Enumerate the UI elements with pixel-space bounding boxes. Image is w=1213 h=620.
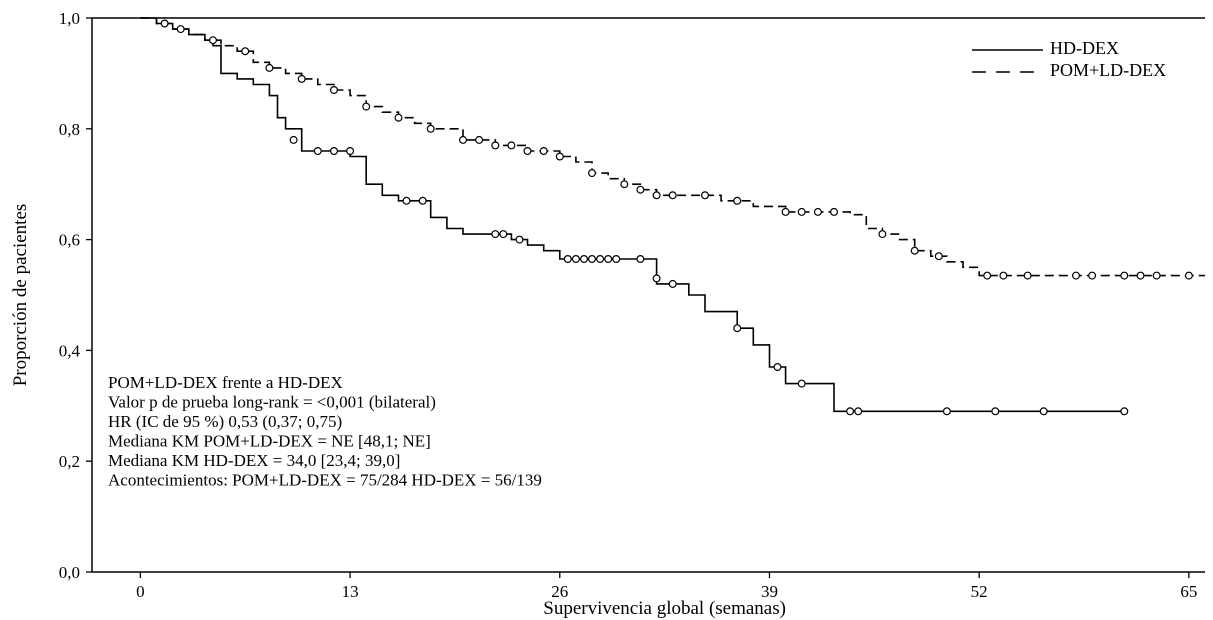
- censor-mark: [991, 407, 1000, 416]
- censor-mark: [733, 324, 742, 333]
- x-tick-label: 52: [971, 582, 988, 601]
- censor-mark: [507, 141, 516, 150]
- y-tick-label: 1,0: [59, 9, 80, 28]
- censor-mark: [346, 147, 355, 156]
- censor-mark: [1152, 271, 1161, 280]
- censor-mark: [910, 246, 919, 255]
- x-tick-label: 65: [1180, 582, 1197, 601]
- censor-mark: [555, 152, 564, 161]
- annotation-line: Valor p de prueba long-rank = <0,001 (bi…: [108, 393, 436, 412]
- censor-mark: [983, 271, 992, 280]
- censor-mark: [813, 207, 822, 216]
- censor-mark: [668, 191, 677, 200]
- censor-mark: [209, 36, 218, 45]
- y-axis-title: Proporción de pacientes: [10, 204, 31, 387]
- censor-mark: [797, 379, 806, 388]
- censor-mark: [781, 207, 790, 216]
- censor-mark: [1023, 271, 1032, 280]
- censor-mark: [418, 196, 427, 205]
- censor-mark: [313, 147, 322, 156]
- censor-mark: [1184, 271, 1193, 280]
- censor-mark: [636, 185, 645, 194]
- censor-mark: [620, 180, 629, 189]
- censor-mark: [596, 255, 605, 264]
- censor-mark: [426, 124, 435, 133]
- censor-mark: [612, 255, 621, 264]
- annotation-line: POM+LD-DEX frente a HD-DEX: [108, 373, 343, 392]
- censor-mark: [402, 196, 411, 205]
- censor-mark: [475, 135, 484, 144]
- x-axis-title: Supervivencia global (semanas): [543, 598, 786, 619]
- censor-mark: [330, 85, 339, 94]
- censor-mark: [1136, 271, 1145, 280]
- censor-mark: [579, 255, 588, 264]
- legend-label: POM+LD-DEX: [1050, 60, 1166, 80]
- censor-mark: [587, 169, 596, 178]
- censor-mark: [241, 47, 250, 56]
- censor-mark: [491, 230, 500, 239]
- y-tick-label: 0,0: [59, 563, 80, 582]
- censor-mark: [1120, 407, 1129, 416]
- x-tick-label: 39: [761, 582, 778, 601]
- series-line-1: [140, 17, 1205, 277]
- annotation-line: Mediana KM HD-DEX = 34,0 [23,4; 39,0]: [108, 451, 400, 470]
- censor-mark: [829, 207, 838, 216]
- censor-mark: [942, 407, 951, 416]
- censor-mark: [999, 271, 1008, 280]
- censor-mark: [604, 255, 613, 264]
- censor-mark: [160, 19, 169, 28]
- censor-mark: [700, 191, 709, 200]
- censor-mark: [571, 255, 580, 264]
- censor-mark: [499, 230, 508, 239]
- censor-mark: [459, 135, 468, 144]
- censor-mark: [362, 102, 371, 111]
- censor-mark: [265, 63, 274, 72]
- legend-label: HD-DEX: [1050, 38, 1119, 58]
- y-tick-label: 0,4: [59, 341, 81, 360]
- censor-mark: [846, 407, 855, 416]
- y-tick-label: 0,2: [59, 452, 80, 471]
- censor-mark: [1120, 271, 1129, 280]
- censor-mark: [297, 74, 306, 83]
- censor-mark: [176, 25, 185, 34]
- censor-mark: [330, 147, 339, 156]
- y-tick-label: 0,8: [59, 120, 80, 139]
- censor-mark: [652, 274, 661, 283]
- censor-mark: [491, 141, 500, 150]
- censor-mark: [797, 207, 806, 216]
- censor-mark: [515, 235, 524, 244]
- annotation-line: HR (IC de 95 %) 0,53 (0,37; 0,75): [108, 412, 342, 431]
- series-line-0: [140, 17, 1125, 413]
- annotation-line: Acontecimientos: POM+LD-DEX = 75/284 HD-…: [108, 471, 542, 490]
- censor-mark: [1071, 271, 1080, 280]
- censor-mark: [668, 279, 677, 288]
- x-tick-label: 26: [551, 582, 568, 601]
- censor-mark: [773, 363, 782, 372]
- censor-mark: [1039, 407, 1048, 416]
- censor-mark: [733, 196, 742, 205]
- censor-mark: [1088, 271, 1097, 280]
- censor-mark: [652, 191, 661, 200]
- axes: 0,0 0,2 0,4 0,6 0,8 1,0 0 13 26 39 52 65 Supervivenc…: [10, 9, 1205, 619]
- censor-mark: [587, 255, 596, 264]
- censor-mark: [934, 252, 943, 261]
- y-tick-label: 0,6: [59, 231, 80, 250]
- annotation-line: Mediana KM POM+LD-DEX = NE [48,1; NE]: [108, 432, 431, 451]
- curves: [140, 17, 1205, 416]
- censor-mark: [523, 147, 532, 156]
- censor-mark: [394, 113, 403, 122]
- x-tick-label: 0: [136, 582, 145, 601]
- censor-mark: [636, 255, 645, 264]
- censor-mark: [539, 147, 548, 156]
- x-tick-label: 13: [342, 582, 359, 601]
- censor-mark: [878, 230, 887, 239]
- censor-mark: [563, 255, 572, 264]
- censor-mark: [854, 407, 863, 416]
- censor-mark: [289, 135, 298, 144]
